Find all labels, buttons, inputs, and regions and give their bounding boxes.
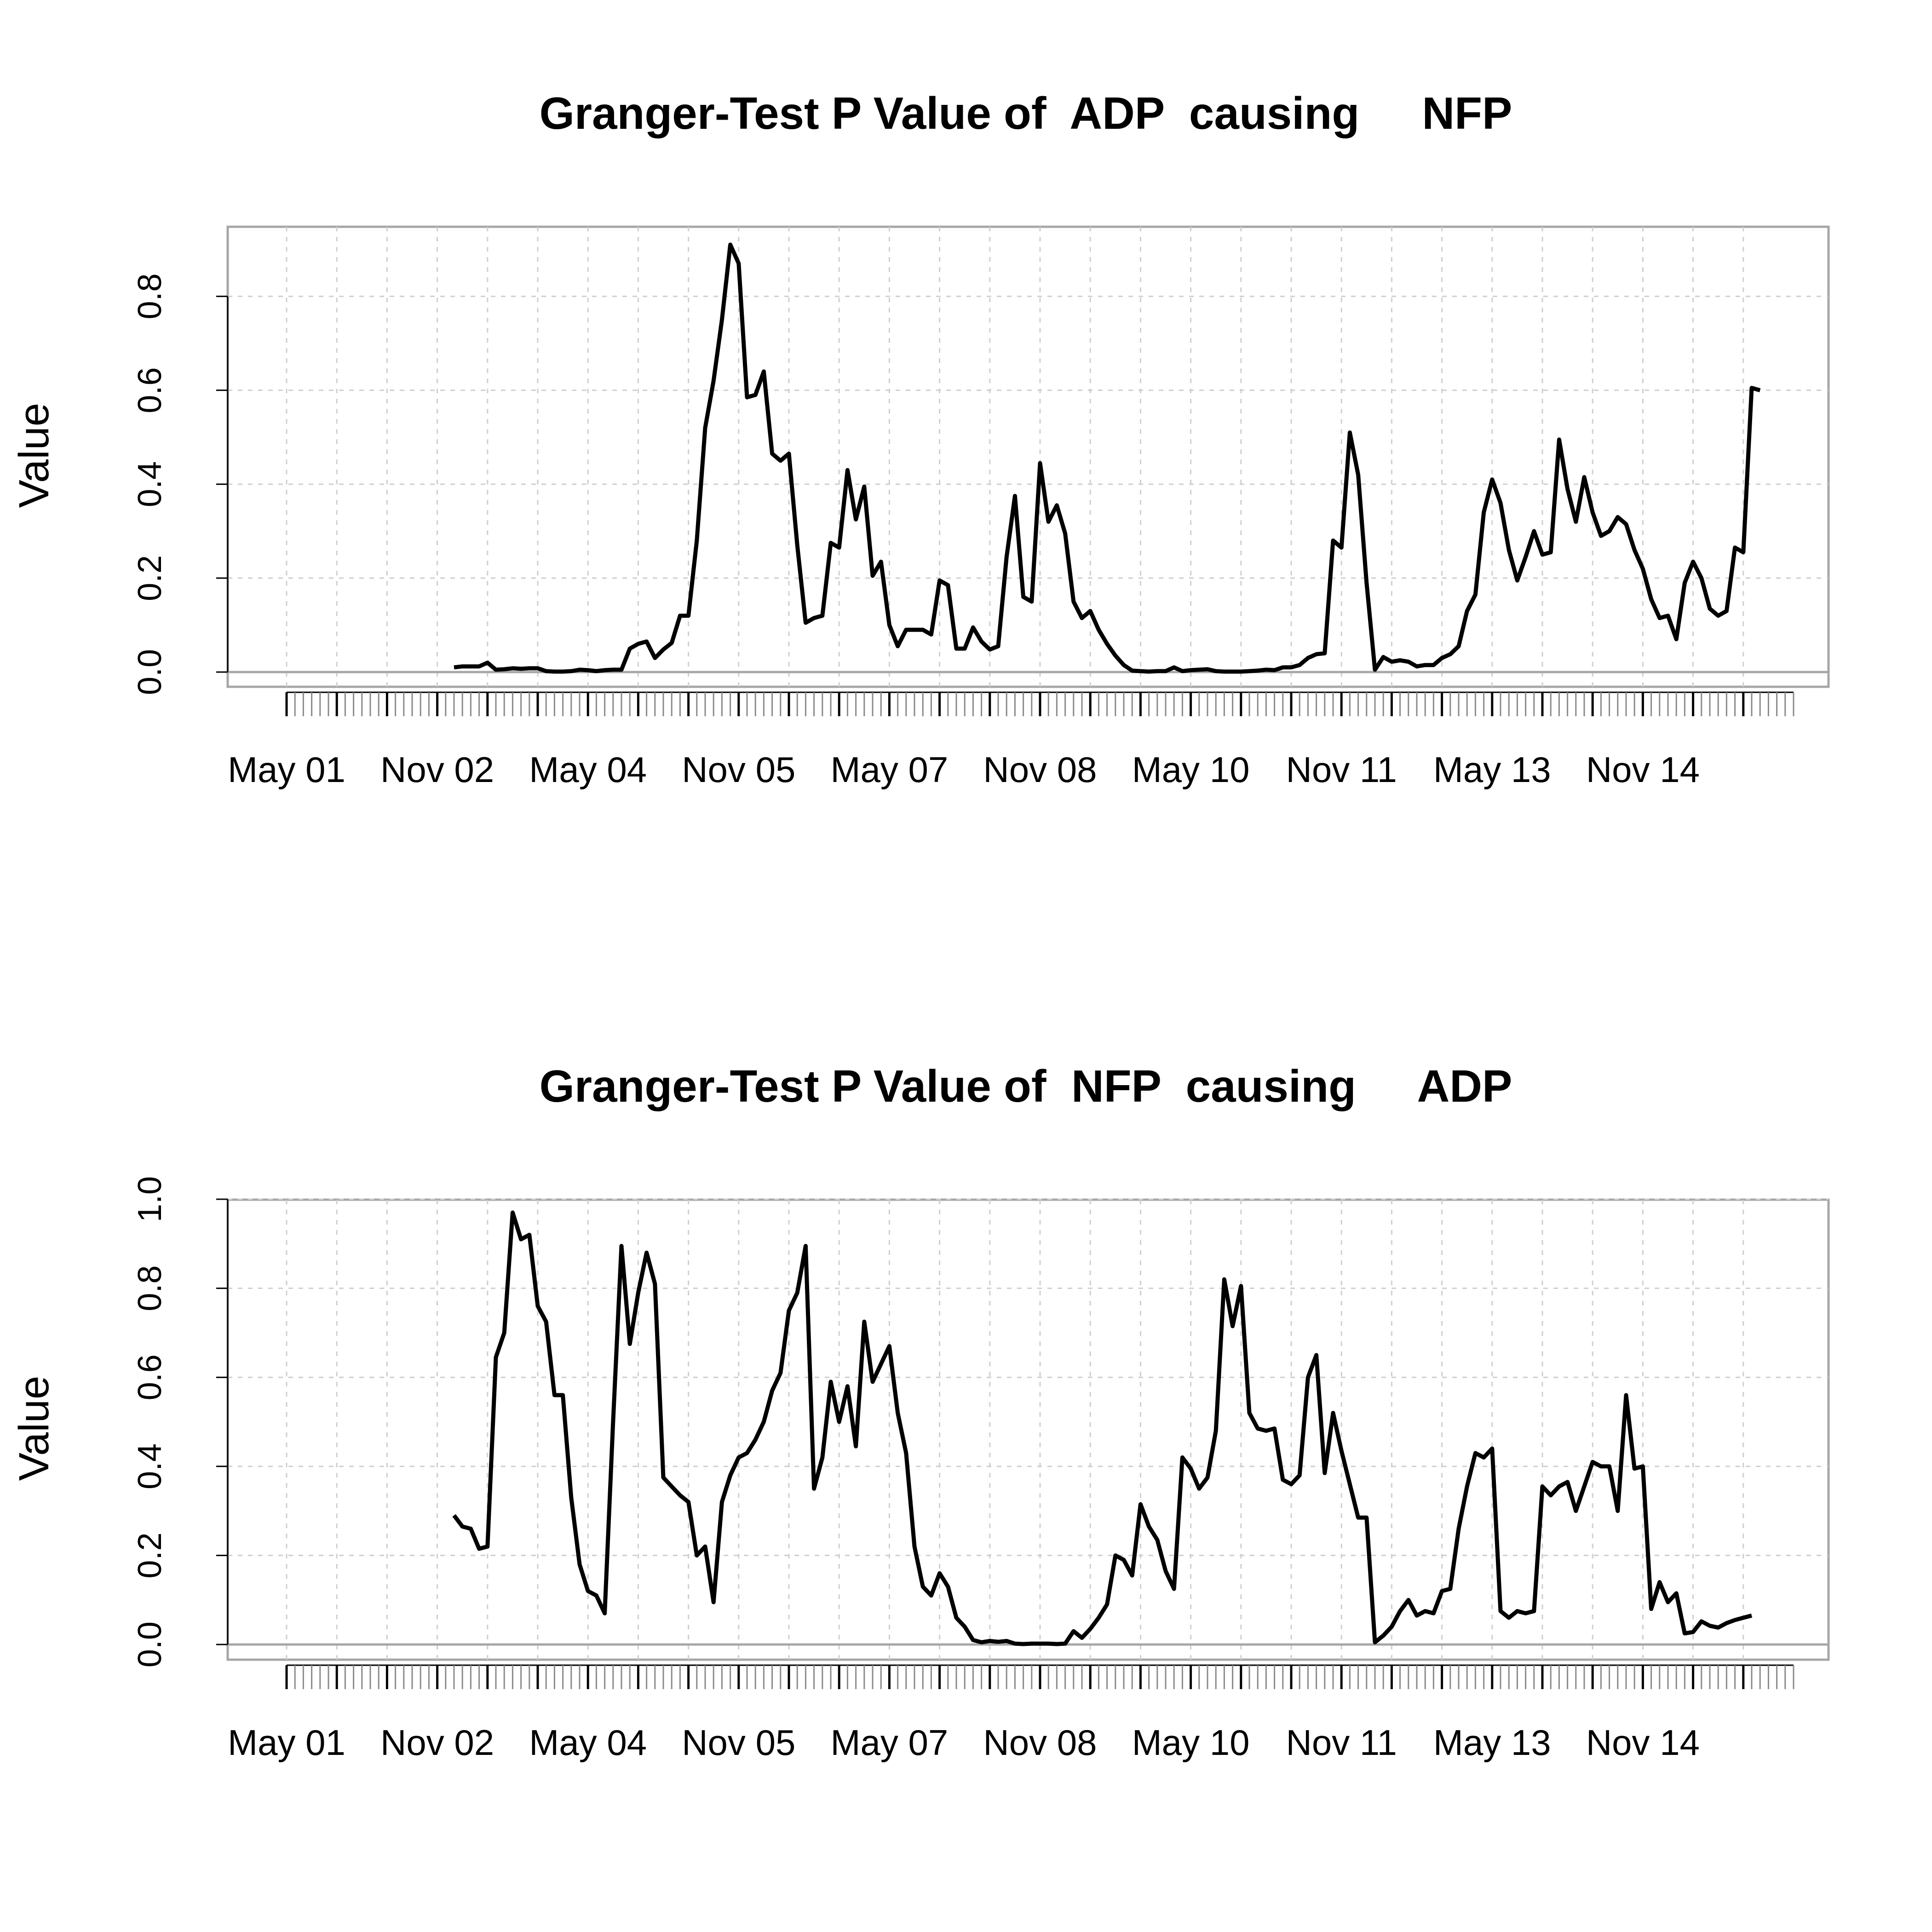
series-line: [452, 1210, 1753, 1646]
y-tick-label: 0.0: [132, 1622, 168, 1668]
x-tick-label: Nov 02: [380, 1722, 494, 1763]
x-tick-label: Nov 08: [983, 1722, 1097, 1763]
x-tick-label: Nov 05: [682, 1722, 795, 1763]
x-tick-label: May 04: [529, 749, 647, 790]
y-tick-label: 0.6: [132, 367, 168, 413]
x-tick-label: Nov 05: [682, 749, 795, 790]
y-tick-label: 1.0: [132, 1176, 168, 1222]
chart-panel-nfp-causing-adp: Granger-Test P Value of NFP causing ADP …: [11, 1061, 1830, 1763]
y-tick-label: 0.0: [132, 649, 168, 695]
x-tick-label: May 10: [1132, 1722, 1250, 1763]
x-tick-label: May 13: [1433, 749, 1551, 790]
y-tick-label: 0.6: [132, 1354, 168, 1400]
y-axis-ticks: 0.0 0.2 0.4 0.6 0.8: [132, 273, 229, 695]
y-axis-ticks: 0.0 0.2 0.4 0.6 0.8 1.0: [132, 1176, 229, 1668]
chart-title: Granger-Test P Value of NFP causing ADP: [540, 1061, 1512, 1111]
x-axis: May 01 Nov 02 May 04 Nov 05 May 07 Nov 08 May …: [228, 691, 1794, 790]
x-tick-label: May 01: [228, 1722, 345, 1763]
x-tick-label: May 04: [529, 1722, 647, 1763]
x-tick-label: Nov 11: [1286, 749, 1397, 790]
x-tick-label: Nov 14: [1586, 749, 1700, 790]
x-tick-label: Nov 14: [1586, 1722, 1700, 1763]
grid-lines: [228, 227, 1828, 687]
y-axis-label: Value: [11, 403, 58, 508]
x-tick-label: May 07: [831, 749, 949, 790]
x-tick-label: May 13: [1433, 1722, 1551, 1763]
y-tick-label: 0.8: [132, 273, 168, 319]
x-tick-label: Nov 11: [1286, 1722, 1397, 1763]
x-tick-label: Nov 08: [983, 749, 1097, 790]
chart-panel-adp-causing-nfp: Granger-Test P Value of ADP causing NFP …: [11, 88, 1830, 790]
y-axis-label: Value: [11, 1376, 58, 1481]
x-tick-label: May 01: [228, 749, 345, 790]
x-axis: May 01 Nov 02 May 04 Nov 05 May 07 Nov 08 May …: [228, 1664, 1794, 1763]
y-tick-label: 0.2: [132, 555, 168, 601]
x-tick-label: May 07: [831, 1722, 949, 1763]
x-tick-label: Nov 02: [380, 749, 494, 790]
series-line: [454, 242, 1761, 674]
chart-title: Granger-Test P Value of ADP causing NFP: [540, 88, 1512, 138]
y-tick-label: 0.4: [132, 1443, 168, 1489]
y-tick-label: 0.2: [132, 1532, 168, 1578]
y-tick-label: 0.8: [132, 1265, 168, 1311]
x-tick-label: May 10: [1132, 749, 1250, 790]
y-tick-label: 0.4: [132, 461, 168, 507]
